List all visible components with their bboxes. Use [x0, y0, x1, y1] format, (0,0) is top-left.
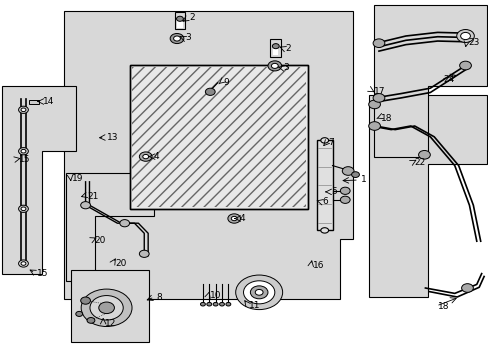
Circle shape	[342, 167, 353, 175]
Circle shape	[368, 100, 380, 109]
Text: 5: 5	[330, 187, 336, 197]
Circle shape	[340, 187, 349, 194]
Text: 2: 2	[189, 13, 195, 22]
Bar	[71, 270, 149, 342]
Circle shape	[255, 289, 263, 295]
Text: 15: 15	[37, 269, 49, 278]
Bar	[270, 39, 281, 57]
Circle shape	[19, 260, 28, 267]
Circle shape	[139, 250, 149, 257]
Circle shape	[340, 196, 349, 203]
Bar	[129, 65, 307, 209]
Text: 10: 10	[210, 292, 222, 300]
Text: 13: 13	[106, 133, 118, 142]
Circle shape	[139, 152, 152, 161]
Circle shape	[459, 61, 470, 70]
Text: 18: 18	[437, 302, 449, 311]
Circle shape	[267, 61, 281, 71]
Circle shape	[176, 16, 183, 21]
Circle shape	[21, 207, 26, 211]
Circle shape	[99, 302, 114, 314]
Circle shape	[272, 44, 279, 49]
Circle shape	[205, 88, 215, 95]
Polygon shape	[2, 86, 76, 274]
Text: 17: 17	[373, 87, 385, 96]
Polygon shape	[368, 95, 486, 297]
Bar	[129, 65, 307, 209]
Circle shape	[250, 286, 267, 299]
Circle shape	[219, 302, 224, 306]
Text: 4: 4	[154, 152, 160, 161]
Text: 15: 15	[19, 154, 30, 163]
Polygon shape	[373, 5, 486, 157]
Text: 20: 20	[94, 236, 105, 245]
Text: 23: 23	[468, 38, 479, 47]
Bar	[174, 12, 185, 29]
Bar	[272, 46, 278, 55]
Bar	[132, 67, 305, 207]
Circle shape	[368, 122, 380, 130]
Bar	[29, 100, 39, 104]
Text: 3: 3	[184, 33, 190, 42]
Circle shape	[213, 302, 218, 306]
Text: 4: 4	[239, 214, 245, 223]
Circle shape	[461, 284, 472, 292]
Circle shape	[200, 302, 205, 306]
Circle shape	[21, 149, 26, 153]
Circle shape	[235, 275, 282, 310]
Text: 11: 11	[249, 301, 261, 310]
Circle shape	[19, 106, 28, 113]
Text: 12: 12	[105, 319, 116, 328]
Circle shape	[81, 297, 90, 304]
Circle shape	[372, 94, 384, 102]
Ellipse shape	[320, 228, 328, 233]
Circle shape	[227, 214, 240, 223]
Circle shape	[170, 33, 183, 44]
Circle shape	[372, 39, 384, 48]
Text: 24: 24	[442, 76, 453, 85]
Text: 22: 22	[414, 158, 425, 167]
Circle shape	[231, 216, 237, 221]
Text: 18: 18	[381, 113, 392, 122]
Bar	[316, 140, 332, 230]
Text: 9: 9	[223, 77, 228, 86]
Text: 3: 3	[283, 63, 288, 72]
Text: 14: 14	[43, 97, 54, 106]
Circle shape	[81, 202, 90, 209]
Text: 21: 21	[87, 192, 98, 201]
Circle shape	[460, 32, 469, 40]
Circle shape	[21, 108, 26, 112]
Circle shape	[243, 281, 274, 304]
Circle shape	[225, 302, 230, 306]
Circle shape	[456, 30, 473, 42]
Text: 19: 19	[72, 174, 84, 183]
Text: 1: 1	[360, 175, 366, 184]
Circle shape	[87, 318, 95, 323]
Circle shape	[21, 262, 26, 265]
Circle shape	[19, 205, 28, 212]
Polygon shape	[66, 173, 154, 281]
Circle shape	[173, 36, 180, 41]
Text: 20: 20	[115, 259, 126, 268]
Text: 7: 7	[327, 139, 333, 148]
Circle shape	[351, 172, 359, 177]
Text: 16: 16	[312, 261, 324, 270]
Circle shape	[271, 63, 278, 68]
Text: 8: 8	[156, 292, 162, 302]
Circle shape	[90, 296, 123, 320]
Circle shape	[76, 311, 82, 316]
Circle shape	[418, 150, 429, 159]
Text: 2: 2	[285, 44, 290, 53]
Circle shape	[120, 220, 129, 227]
Circle shape	[142, 154, 148, 159]
Circle shape	[19, 148, 28, 155]
Ellipse shape	[320, 138, 328, 143]
Circle shape	[206, 302, 211, 306]
Bar	[177, 18, 182, 28]
Text: 6: 6	[322, 197, 327, 206]
Polygon shape	[63, 11, 352, 299]
Circle shape	[81, 289, 132, 327]
